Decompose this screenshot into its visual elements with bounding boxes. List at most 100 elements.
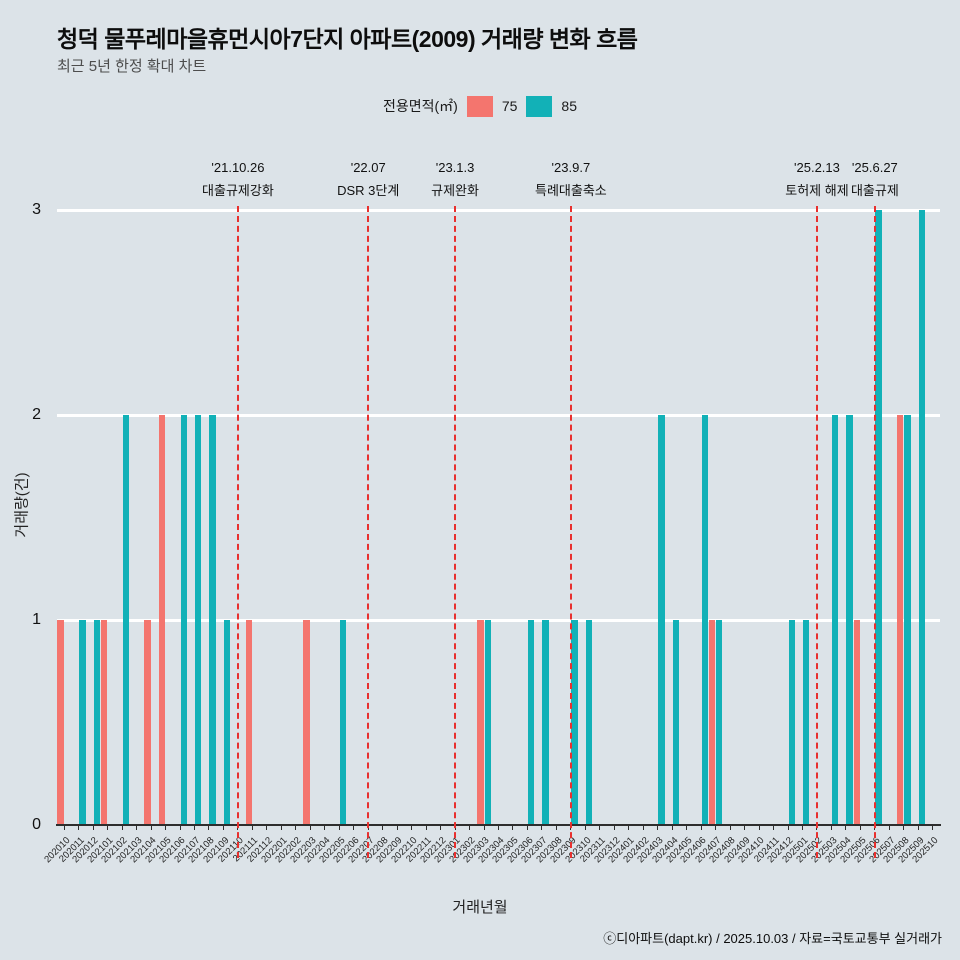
x-tick-mark	[686, 826, 688, 830]
annotation-label: 대출규제	[850, 183, 899, 198]
bar-75-202101	[100, 620, 108, 825]
x-tick-mark	[309, 826, 311, 830]
bar-75-202111	[245, 620, 252, 825]
x-tick-mark	[280, 826, 282, 830]
x-tick-mark	[440, 826, 442, 830]
legend-label-85: 85	[561, 98, 577, 114]
x-tick-mark	[469, 826, 471, 830]
plot-area	[57, 208, 940, 825]
bar-85-202501	[802, 620, 810, 825]
x-tick-mark	[845, 826, 847, 830]
x-tick-mark	[801, 826, 803, 830]
legend-swatch-85	[526, 95, 553, 117]
x-axis-ticks: 202010 202011 202012 202101 202102 202103 2021…	[42, 826, 941, 906]
x-tick-mark	[671, 826, 673, 830]
x-tick-mark	[859, 826, 861, 830]
bar-75-202407	[708, 620, 716, 825]
x-tick-mark	[324, 826, 326, 830]
annotation-date: '23.1.3	[435, 160, 475, 175]
bar-75-202105	[158, 415, 166, 825]
x-tick-mark	[107, 826, 109, 830]
bar-85-202504	[846, 415, 853, 825]
x-tick-mark	[584, 826, 586, 830]
x-tick-mark	[367, 826, 369, 830]
annotation-date: '25.6.27	[851, 160, 898, 175]
bar-85-202406	[701, 415, 708, 825]
x-tick-mark	[63, 826, 65, 830]
bar-75-202505	[853, 620, 860, 825]
x-tick-mark	[541, 826, 543, 830]
bar-75-202203	[303, 620, 310, 825]
y-tick-label: 2	[32, 406, 41, 423]
x-tick-mark	[353, 826, 355, 830]
x-tick-mark	[237, 826, 239, 830]
x-tick-mark	[425, 826, 427, 830]
bar-85-202107	[195, 415, 202, 825]
x-tick-mark	[295, 826, 297, 830]
x-tick-mark	[251, 826, 253, 830]
annotation-label: DSR 3단계	[337, 183, 400, 198]
annotation-date: '23.9.7	[551, 160, 591, 175]
x-tick-mark	[92, 826, 94, 830]
y-axis-labels: 0 1 2 3	[0, 201, 50, 833]
x-tick-mark	[411, 826, 413, 830]
x-tick-mark	[512, 826, 514, 830]
x-tick-mark	[599, 826, 601, 830]
gridline-y1	[57, 618, 940, 622]
x-tick-mark	[483, 826, 485, 830]
x-tick-mark	[816, 826, 818, 830]
annotation-date: '25.2.13	[794, 160, 840, 175]
x-tick-mark	[555, 826, 557, 830]
bar-85-202306	[527, 620, 535, 825]
x-tick-mark	[150, 826, 152, 830]
bar-85-202403	[658, 415, 665, 825]
bar-85-202307	[542, 620, 549, 825]
copyright-footer: ⓒ디아파트(dapt.kr) / 2025.10.03 / 자료=국토교통부 실…	[603, 931, 942, 946]
x-tick-mark	[165, 826, 167, 830]
x-tick-mark	[700, 826, 702, 830]
annotation-label: 특례대출축소	[534, 183, 607, 198]
x-tick-mark	[194, 826, 196, 830]
bar-85-202404	[672, 620, 680, 825]
bar-75-202508	[896, 415, 904, 825]
bar-85-202506	[875, 210, 882, 825]
bar-85-202412	[788, 620, 795, 825]
annotation-label: 토허제 해제	[785, 183, 849, 198]
x-tick-mark	[773, 826, 775, 830]
annotation-date: '22.07	[350, 160, 386, 175]
x-tick-mark	[179, 826, 181, 830]
bar-85-202309	[571, 620, 578, 825]
bar-85-202102	[122, 415, 129, 825]
x-tick-mark	[498, 826, 499, 830]
bar-85-202106	[180, 415, 187, 825]
x-tick-mark	[396, 826, 398, 830]
x-tick-mark	[613, 826, 615, 830]
x-tick-mark	[266, 826, 268, 830]
bar-75-202104	[144, 620, 151, 825]
legend-swatch-75	[466, 95, 493, 117]
x-tick-mark	[222, 826, 224, 830]
x-tick-mark	[526, 826, 528, 830]
x-tick-mark	[787, 826, 789, 830]
x-tick-mark	[454, 826, 456, 830]
x-tick-mark	[382, 826, 384, 830]
bar-85-202303	[484, 620, 491, 825]
page-title: 청덕 물푸레마을휴먼시아7단지 아파트(2009) 거래량 변화 흐름	[57, 26, 638, 52]
y-tick-label: 3	[32, 201, 41, 218]
x-axis-title: 거래년월	[452, 899, 508, 916]
legend: 전용면적(㎡) 75 85	[0, 92, 960, 120]
annotation-label: 규제완화	[431, 183, 479, 198]
bar-85-202012	[93, 620, 101, 825]
bar-85-202310	[585, 620, 593, 825]
x-tick-mark	[729, 826, 731, 830]
bar-85-202109	[223, 620, 231, 825]
x-tick-mark	[121, 826, 123, 830]
bar-85-202407	[716, 620, 723, 825]
gridline-y3	[57, 208, 940, 212]
page-subtitle: 최근 5년 한정 확대 차트	[57, 58, 207, 75]
x-tick-mark	[715, 826, 717, 830]
x-tick-mark	[338, 826, 340, 830]
bar-85-202503	[831, 415, 839, 825]
bar-85-202205	[339, 620, 347, 825]
